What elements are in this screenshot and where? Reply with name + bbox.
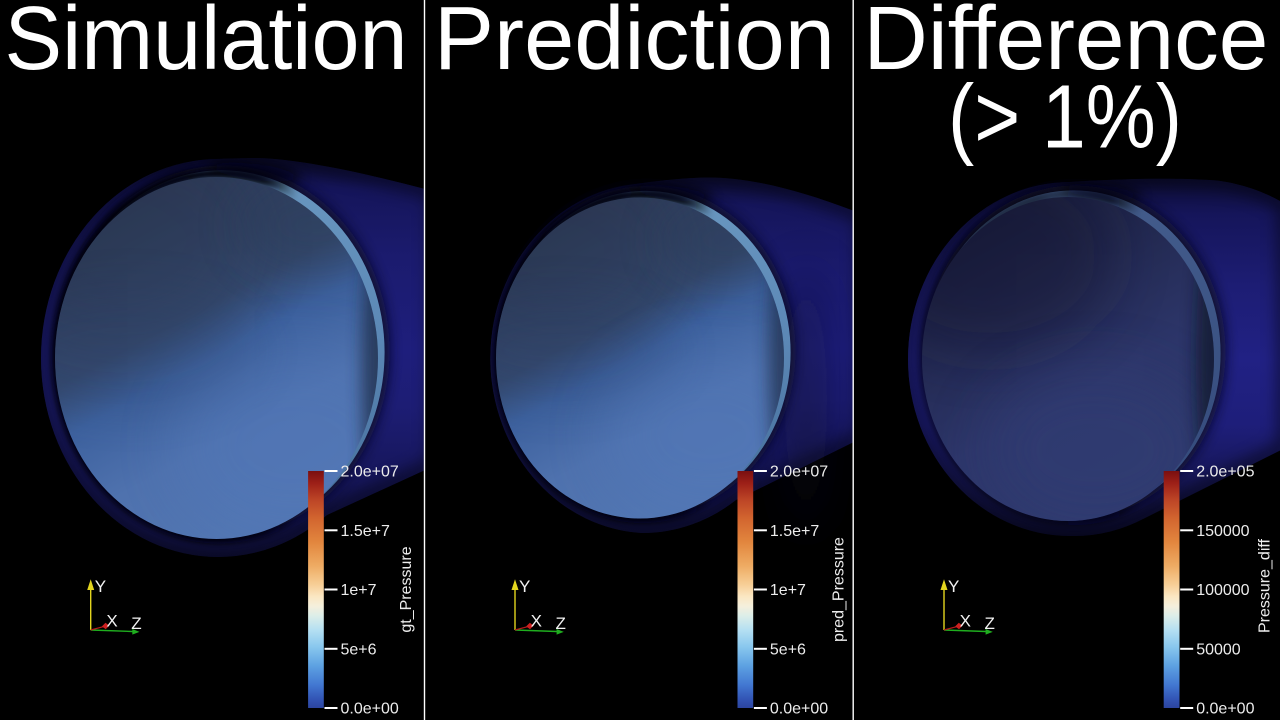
svg-text:0.0e+00: 0.0e+00	[770, 701, 828, 718]
svg-text:1e+7: 1e+7	[341, 582, 377, 599]
svg-text:1e+7: 1e+7	[770, 582, 806, 599]
svg-text:Pressure_diff: Pressure_diff	[1256, 538, 1273, 633]
svg-text:50000: 50000	[1196, 641, 1241, 658]
svg-text:0.0e+00: 0.0e+00	[341, 701, 399, 718]
svg-text:1.5e+7: 1.5e+7	[770, 523, 819, 540]
svg-text:pred_Pressure: pred_Pressure	[830, 537, 847, 642]
svg-text:2.0e+07: 2.0e+07	[770, 464, 828, 481]
svg-text:Difference: Difference	[863, 0, 1268, 89]
svg-text:(> 1%): (> 1%)	[948, 68, 1182, 168]
svg-text:5e+6: 5e+6	[770, 641, 806, 658]
svg-text:2.0e+07: 2.0e+07	[341, 464, 399, 481]
svg-text:0.0e+00: 0.0e+00	[1196, 701, 1254, 718]
svg-text:100000: 100000	[1196, 582, 1249, 599]
svg-text:150000: 150000	[1196, 523, 1249, 540]
svg-text:2.0e+05: 2.0e+05	[1196, 464, 1254, 481]
svg-text:5e+6: 5e+6	[341, 641, 377, 658]
svg-text:Prediction: Prediction	[434, 0, 835, 89]
svg-text:Simulation: Simulation	[5, 0, 408, 89]
svg-text:gt_Pressure: gt_Pressure	[398, 546, 415, 632]
svg-text:1.5e+7: 1.5e+7	[341, 523, 390, 540]
